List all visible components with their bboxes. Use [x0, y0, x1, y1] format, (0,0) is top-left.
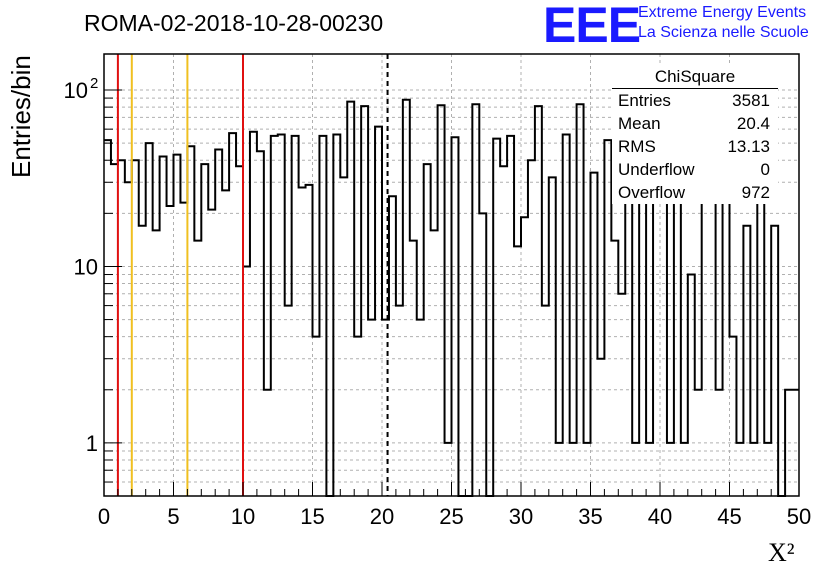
reference-lines	[116, 54, 389, 496]
stats-label: Overflow	[618, 183, 686, 202]
grid-lines	[104, 54, 799, 496]
x-tick-label: 20	[370, 504, 394, 529]
x-tick-label: 30	[509, 504, 533, 529]
x-tick-label: 15	[300, 504, 324, 529]
stats-value: 972	[741, 183, 770, 202]
histogram-outline	[104, 98, 799, 497]
stats-row-overflow: Overflow 972	[612, 181, 778, 204]
stats-row-rms: RMS 13.13	[612, 135, 778, 158]
stats-label: Entries	[618, 91, 671, 110]
stats-value: 3581	[732, 91, 770, 110]
logo-line-1: Extreme Energy Events	[638, 4, 807, 21]
stats-box: ChiSquare Entries 3581 Mean 20.4 RMS 13.…	[612, 66, 778, 204]
logo-line-2: La Scienza nelle Scuole	[638, 24, 809, 41]
x-tick-label: 40	[648, 504, 672, 529]
y-axis-label: Entries/bin	[6, 55, 36, 178]
chart-title: ROMA-02-2018-10-28-00230	[84, 10, 384, 36]
stats-row-mean: Mean 20.4	[612, 112, 778, 135]
y-tick-label: 10	[64, 78, 88, 103]
stats-value: 13.13	[727, 137, 770, 156]
x-tick-label: 5	[167, 504, 179, 529]
y-tick-label: 10	[74, 254, 98, 279]
x-tick-label: 35	[578, 504, 602, 529]
stats-label: Mean	[618, 114, 661, 133]
x-tick-label: 25	[439, 504, 463, 529]
x-tick-label: 0	[98, 504, 110, 529]
stats-value: 20.4	[736, 114, 770, 133]
x-axis-label: X²	[768, 538, 795, 567]
stats-value: 0	[760, 160, 770, 179]
x-tick-label: 10	[231, 504, 255, 529]
stats-label: Underflow	[618, 160, 695, 179]
stats-row-underflow: Underflow 0	[612, 158, 778, 181]
x-tick-label: 50	[787, 504, 811, 529]
y-tick-exponent: 2	[90, 75, 98, 92]
stats-row-entries: Entries 3581	[612, 89, 778, 112]
stats-label: RMS	[618, 137, 656, 156]
stats-title: ChiSquare	[612, 66, 778, 89]
eee-logo: EEE	[543, 0, 641, 53]
x-tick-label: 45	[717, 504, 741, 529]
y-tick-label: 1	[86, 431, 98, 456]
